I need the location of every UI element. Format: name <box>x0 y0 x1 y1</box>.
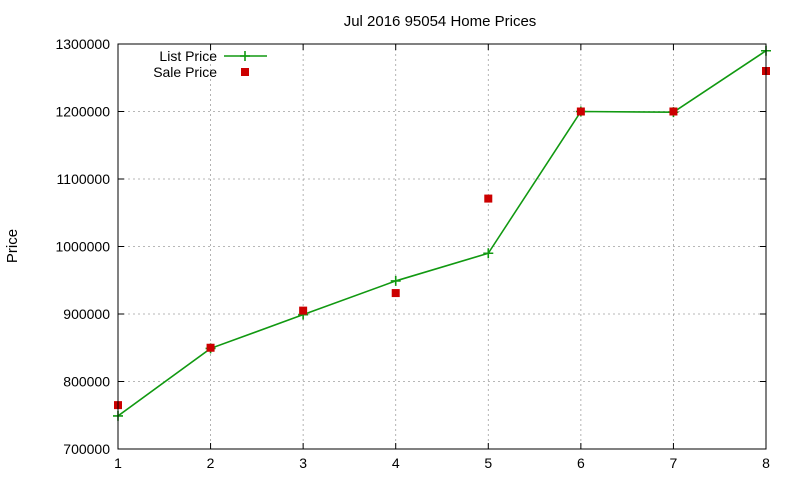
data-point <box>299 306 308 315</box>
data-point <box>669 107 678 116</box>
data-point <box>576 107 585 116</box>
grid-lines <box>118 44 766 449</box>
data-point <box>483 248 494 259</box>
series-layer <box>113 45 771 421</box>
legend-marker <box>240 51 250 61</box>
plot-frame <box>117 43 767 450</box>
y-axis-label: Price <box>4 229 21 263</box>
y-tick-label: 900000 <box>63 306 110 322</box>
x-tick-label: 7 <box>670 455 678 471</box>
data-point <box>484 194 493 203</box>
x-tick-label: 3 <box>299 455 307 471</box>
legend-label: Sale Price <box>153 64 217 80</box>
y-tick-label: 1300000 <box>55 36 110 52</box>
data-point <box>391 289 400 298</box>
y-tick-label: 1100000 <box>57 171 111 187</box>
x-tick-label: 6 <box>577 455 585 471</box>
legend-marker <box>241 68 249 76</box>
data-point <box>390 275 401 286</box>
chart-title: Jul 2016 95054 Home Prices <box>344 13 537 30</box>
y-axis-ticks: 700000 800000 900000 1000000 1100000 1200000 1… <box>55 36 766 457</box>
data-point <box>206 343 215 352</box>
series-0 <box>113 45 771 421</box>
y-tick-label: 1200000 <box>55 104 110 120</box>
y-tick-label: 800000 <box>63 374 110 390</box>
x-tick-label: 5 <box>484 455 492 471</box>
series-line <box>117 50 767 417</box>
x-tick-label: 4 <box>392 455 400 471</box>
x-tick-label: 1 <box>114 455 122 471</box>
x-tick-label: 8 <box>762 455 770 471</box>
legend-label: List Price <box>159 48 217 64</box>
series-1 <box>114 67 770 410</box>
y-tick-label: 1000000 <box>55 239 110 255</box>
y-tick-label: 700000 <box>63 441 110 457</box>
x-axis-ticks: 1 2 3 4 5 6 7 8 <box>114 44 770 471</box>
x-tick-label: 2 <box>207 455 215 471</box>
